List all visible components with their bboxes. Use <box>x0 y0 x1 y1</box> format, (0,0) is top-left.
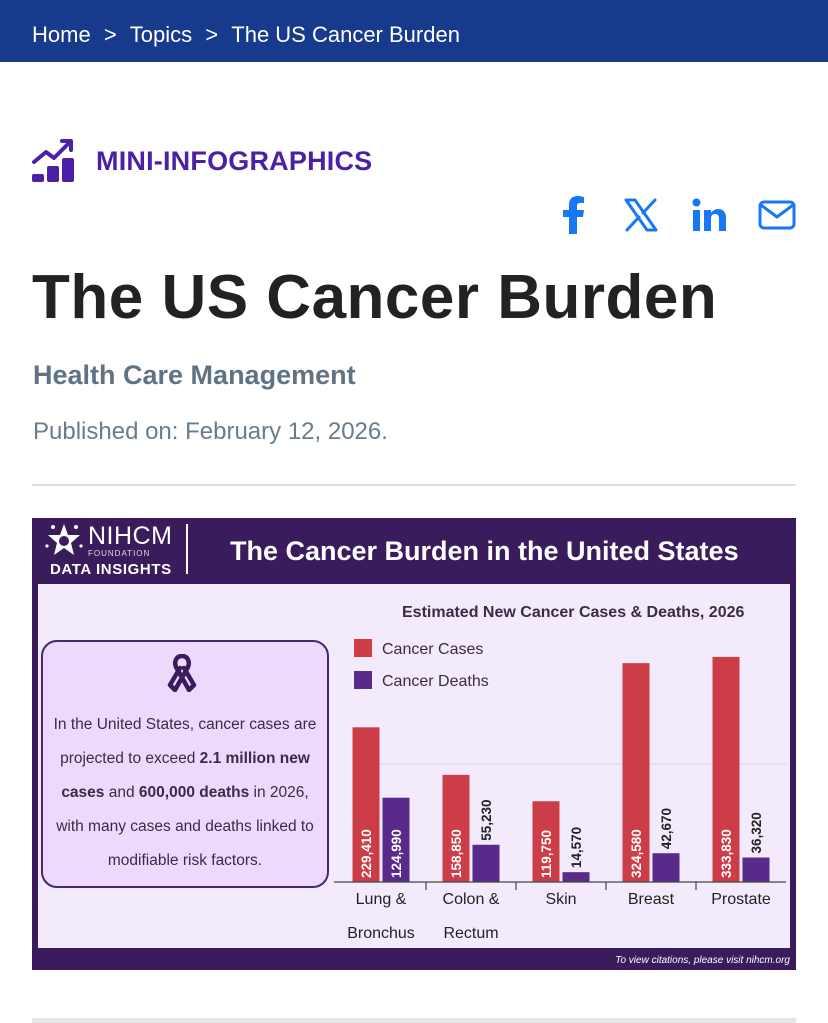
callout-highlight-deaths: 600,000 deaths <box>138 784 250 801</box>
breadcrumb-separator: > <box>205 22 219 47</box>
brand-divider <box>186 524 188 574</box>
data-label: 324,580 <box>629 829 644 878</box>
bar <box>742 857 770 882</box>
section-label[interactable]: MINI-INFOGRAPHICS <box>32 138 372 184</box>
category-label: Bronchus <box>347 925 415 942</box>
category-link[interactable]: Health Care Management <box>33 360 356 390</box>
awareness-ribbon-icon <box>167 654 197 692</box>
bar-chart: Cancer Cases Cancer Deaths 229,410 124,990 L… <box>334 639 786 942</box>
legend-swatch <box>354 639 372 657</box>
bar-chart-trend-icon <box>32 139 74 182</box>
category-label: Breast <box>628 891 675 908</box>
x-icon[interactable] <box>622 196 660 234</box>
citation-footer: To view citations, please visit nihcm.or… <box>615 955 790 966</box>
callout-text: In the United States, cancer cases are p… <box>51 708 319 878</box>
nihcm-logo-icon <box>45 524 83 555</box>
bar <box>652 853 680 882</box>
section-label-text: MINI-INFOGRAPHICS <box>96 145 373 176</box>
data-label: 124,990 <box>389 829 404 878</box>
facebook-icon[interactable] <box>554 196 592 234</box>
infographic-panel: In the United States, cancer cases are p… <box>38 584 790 948</box>
callout-box: In the United States, cancer cases are p… <box>41 640 329 888</box>
brand-insights: DATA INSIGHTS <box>50 561 172 578</box>
data-label: 333,830 <box>719 829 734 878</box>
breadcrumb-current: The US Cancer Burden <box>231 22 460 47</box>
legend-swatch <box>354 671 372 689</box>
legend-label: Cancer Cases <box>382 641 483 658</box>
chart-title: Estimated New Cancer Cases & Deaths, 202… <box>402 604 745 621</box>
data-label: 55,230 <box>479 799 494 840</box>
infographic-header: NIHCM FOUNDATION DATA INSIGHTS The Cance… <box>32 518 796 582</box>
data-label: 14,570 <box>569 827 584 868</box>
data-label: 119,750 <box>539 830 554 878</box>
category-label: Rectum <box>443 925 498 942</box>
linkedin-icon[interactable] <box>690 196 728 234</box>
callout-text-2: and <box>104 784 139 801</box>
next-section-divider <box>32 1018 796 1023</box>
top-nav-bar: Home > Topics > The US Cancer Burden <box>0 0 828 62</box>
data-label: 36,320 <box>749 812 764 853</box>
breadcrumb-separator: > <box>103 22 117 47</box>
breadcrumb-home-link[interactable]: Home <box>32 22 91 47</box>
bar <box>712 656 740 882</box>
bar <box>382 797 410 882</box>
bar <box>352 727 380 882</box>
bar <box>562 872 590 882</box>
divider <box>32 484 796 486</box>
data-label: 229,410 <box>359 829 374 878</box>
page-title: The US Cancer Burden <box>32 263 718 332</box>
bar <box>442 774 470 882</box>
category-label: Prostate <box>711 891 771 908</box>
share-bar <box>554 196 796 234</box>
breadcrumb: Home > Topics > The US Cancer Burden <box>32 22 460 48</box>
published-date: Published on: February 12, 2026. <box>33 418 388 445</box>
callout-text-1: In the United States, cancer cases are p… <box>53 716 317 767</box>
callout-text-3: in 2026, with many cases and deaths link… <box>56 784 314 869</box>
callout-highlight-cases: 2.1 million new cases <box>61 750 310 801</box>
category-label: Skin <box>545 891 576 908</box>
infographic: NIHCM FOUNDATION DATA INSIGHTS The Cance… <box>32 518 796 970</box>
legend-label: Cancer Deaths <box>382 673 489 690</box>
breadcrumb-topics-link[interactable]: Topics <box>129 22 193 47</box>
data-label: 158,850 <box>449 829 464 878</box>
bar <box>622 663 650 882</box>
bar <box>532 801 560 882</box>
mail-icon[interactable] <box>758 196 796 234</box>
bar <box>472 844 500 882</box>
brand-subtitle: FOUNDATION <box>88 549 151 558</box>
brand-name: NIHCM <box>88 522 173 550</box>
infographic-title: The Cancer Burden in the United States <box>230 536 739 566</box>
category-label: Lung & <box>356 891 407 908</box>
category-label: Colon & <box>443 891 500 908</box>
data-label: 42,670 <box>659 808 674 849</box>
